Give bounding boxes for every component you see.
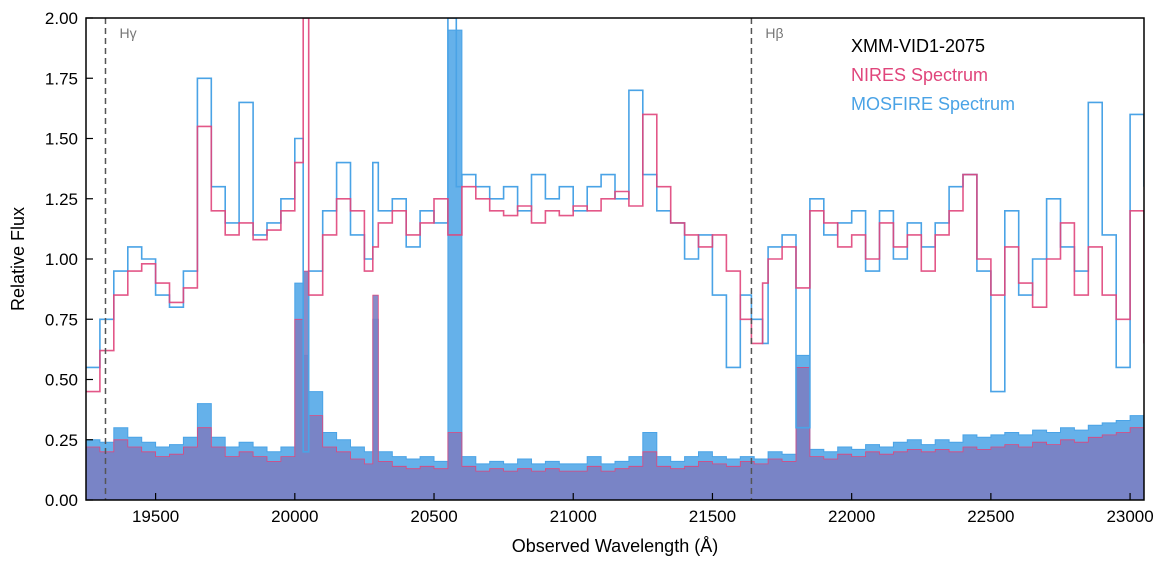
y-tick-label-5: 1.25 [45, 190, 78, 209]
plot-area [86, 18, 1144, 500]
y-tick-label-8: 2.00 [45, 9, 78, 28]
legend-title: XMM-VID1-2075 [851, 36, 985, 56]
legend: XMM-VID1-2075 NIRES Spectrum MOSFIRE Spe… [851, 36, 1015, 114]
y-tick-label-4: 1.00 [45, 250, 78, 269]
x-tick-label-5: 22000 [828, 507, 875, 526]
x-tick-label-3: 21000 [550, 507, 597, 526]
y-tick-label-0: 0.00 [45, 491, 78, 510]
y-tick-label-3: 0.75 [45, 310, 78, 329]
annotation-label-1: Hβ [765, 25, 783, 41]
y-tick-label-6: 1.50 [45, 130, 78, 149]
legend-entry-mosfire: MOSFIRE Spectrum [851, 94, 1015, 114]
x-axis: 19500 20000 20500 21000 21500 22000 22500 23000 [132, 493, 1154, 526]
annotation-label-0: Hγ [119, 25, 136, 41]
x-tick-label-7: 23000 [1106, 507, 1153, 526]
x-tick-label-0: 19500 [132, 507, 179, 526]
x-axis-label: Observed Wavelength (Å) [512, 536, 718, 556]
y-tick-label-7: 1.75 [45, 69, 78, 88]
y-tick-label-1: 0.25 [45, 431, 78, 450]
legend-entry-nires: NIRES Spectrum [851, 65, 988, 85]
y-axis-label: Relative Flux [8, 207, 28, 311]
x-tick-label-2: 20500 [410, 507, 457, 526]
nires-spectrum-line [86, 18, 1144, 393]
x-tick-label-4: 21500 [689, 507, 736, 526]
y-tick-label-2: 0.50 [45, 371, 78, 390]
annotations: Hγ Hβ [104, 18, 784, 500]
y-axis: 0.00 0.25 0.50 0.75 1.00 1.25 1.50 1.75 2.00 [45, 9, 93, 510]
x-tick-label-1: 20000 [271, 507, 318, 526]
nires-error-fill [86, 270, 1144, 500]
x-tick-label-6: 22500 [967, 507, 1014, 526]
